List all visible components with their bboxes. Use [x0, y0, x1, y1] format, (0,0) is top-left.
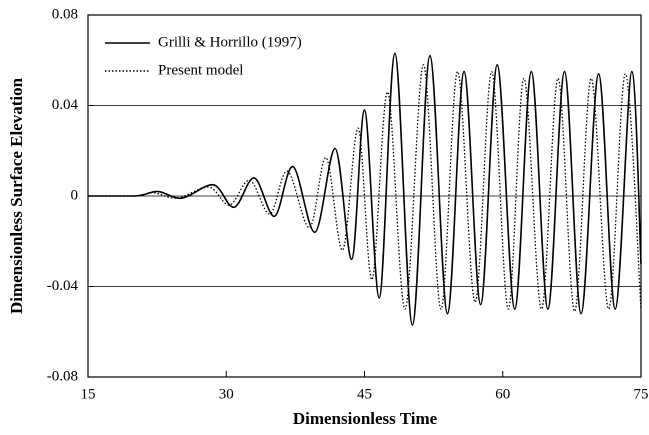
- x-axis-title: Dimensionless Time: [293, 409, 438, 428]
- x-tick-label: 45: [357, 386, 372, 402]
- y-tick-label: -0.08: [47, 368, 78, 384]
- y-tick-label: 0: [71, 187, 79, 203]
- y-tick-label: 0.08: [52, 6, 78, 22]
- x-tick-label: 75: [634, 386, 649, 402]
- line-series: [88, 52, 642, 326]
- y-axis-title: Dimensionless Surface Elevation: [7, 77, 26, 314]
- x-tick-label: 15: [81, 386, 96, 402]
- x-tick-label: 60: [495, 386, 510, 402]
- legend-label: Grilli & Horrillo (1997): [158, 34, 302, 50]
- y-tick-label: 0.04: [52, 97, 79, 113]
- x-tick-label: 30: [219, 386, 234, 402]
- legend-label: Present model: [158, 62, 243, 78]
- line-series: [88, 64, 642, 313]
- y-tick-label: -0.04: [47, 278, 79, 294]
